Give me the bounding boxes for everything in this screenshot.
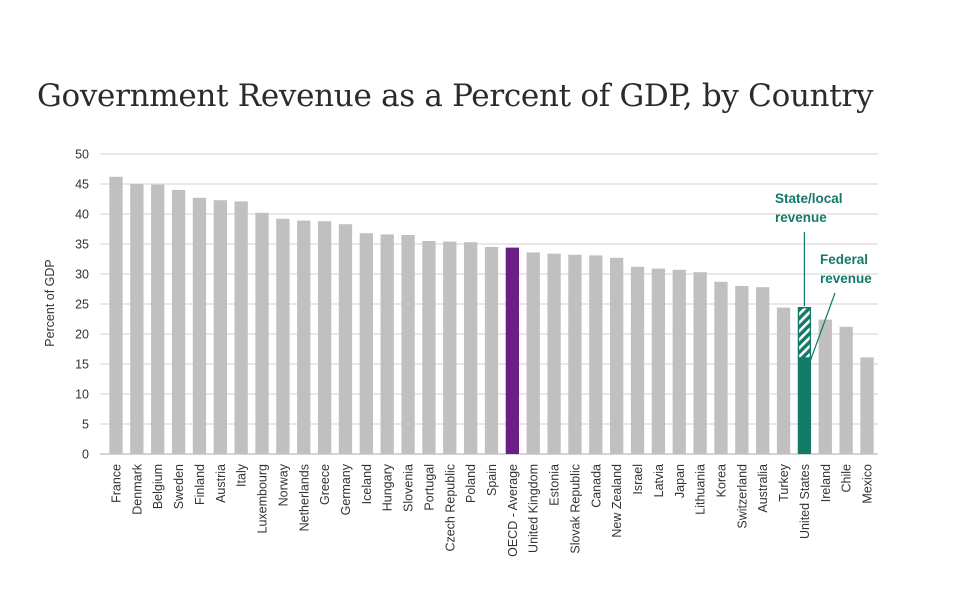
x-category-label: New Zealand (610, 464, 624, 538)
x-category-label: Latvia (652, 464, 666, 497)
x-category-label: Netherlands (297, 464, 311, 531)
bar-norway (276, 218, 290, 454)
bar-denmark (130, 184, 144, 454)
bar-sweden (171, 190, 186, 454)
chart-title: Government Revenue as a Percent of GDP, … (37, 78, 874, 114)
bar-australia (756, 287, 770, 454)
x-category-label: Slovak Republic (568, 464, 582, 554)
x-category-label: Israel (631, 464, 645, 495)
bar-finland (192, 197, 207, 455)
bar-ireland (818, 319, 832, 454)
bar-korea (714, 281, 728, 454)
bar-germany (338, 224, 353, 454)
x-category-label: Korea (714, 464, 728, 497)
bar-new-zealand (610, 257, 624, 454)
x-category-label: United Kingdom (527, 464, 541, 553)
bar-turkey (776, 307, 791, 454)
y-tick-label: 20 (75, 328, 89, 342)
bar-oecd-average (505, 247, 520, 454)
x-category-label: Portugal (422, 464, 436, 511)
bar-greece (317, 221, 332, 454)
x-category-label: Finland (193, 464, 207, 505)
y-axis-label: Percent of GDP (43, 259, 57, 347)
bar-spain (484, 247, 499, 454)
x-category-labels: France Denmark Belgium Sweden Finland Austria… (110, 463, 875, 557)
bars (109, 176, 874, 455)
y-tick-label: 15 (75, 358, 89, 372)
x-category-label: OECD - Average (506, 464, 520, 557)
x-category-label: Mexico (861, 464, 875, 504)
bar-iceland (359, 233, 373, 454)
bar-united-states-state-local (797, 307, 812, 359)
bar-belgium (151, 184, 165, 454)
x-category-label: Ireland (819, 464, 833, 502)
bar-slovak-republic (568, 254, 582, 454)
annotation-leader-line (807, 292, 836, 367)
x-category-label: Chile (840, 464, 854, 493)
x-category-label: Belgium (151, 464, 165, 509)
bar-slovenia (401, 235, 415, 454)
y-tick-label: 35 (75, 238, 89, 252)
x-category-label: Estonia (548, 464, 562, 506)
bar-canada (589, 255, 603, 454)
bar-hungary (380, 234, 394, 454)
y-tick-labels: 0 5 10 15 20 25 30 35 40 45 50 (75, 148, 89, 462)
y-tick-label: 50 (75, 148, 89, 162)
bar-chile (839, 326, 853, 454)
x-category-label: Germany (339, 463, 353, 515)
bar-united-states-federal (797, 358, 812, 454)
x-category-label: Greece (318, 464, 332, 505)
y-tick-label: 5 (82, 418, 89, 432)
bar-austria (213, 200, 227, 454)
x-category-label: Hungary (381, 463, 395, 511)
bar-japan (672, 269, 686, 454)
x-category-label: Switzerland (735, 464, 749, 529)
annotation-federal-revenue: Federal revenue (820, 252, 872, 286)
y-tick-label: 0 (82, 448, 89, 462)
bar-netherlands (297, 220, 311, 454)
bar-switzerland (735, 286, 749, 454)
bar-latvia (651, 268, 666, 454)
x-category-label: Czech Republic (443, 464, 457, 552)
x-category-label: Sweden (172, 464, 186, 509)
bar-estonia (547, 253, 561, 454)
y-tick-label: 40 (75, 208, 89, 222)
x-category-label: Norway (276, 463, 290, 506)
x-category-label: Austria (214, 464, 228, 503)
bar-france (109, 176, 123, 455)
x-category-label: Spain (485, 464, 499, 496)
annotations: State/local revenue Federal revenue (775, 191, 872, 367)
bar-luxembourg (255, 212, 269, 454)
x-category-label: Turkey (777, 463, 791, 501)
x-category-label: France (110, 464, 124, 503)
bar-israel (630, 266, 645, 454)
y-tick-label: 25 (75, 298, 89, 312)
y-tick-label: 10 (75, 388, 89, 402)
x-category-label: Iceland (360, 464, 374, 504)
bar-united-kingdom (526, 252, 540, 454)
x-category-label: Slovenia (402, 464, 416, 512)
x-category-label: Denmark (130, 463, 144, 514)
x-category-label: Poland (464, 464, 478, 503)
bar-italy (234, 201, 248, 454)
bar-lithuania (693, 272, 707, 454)
y-tick-label: 30 (75, 268, 89, 282)
x-category-label: Lithuania (694, 464, 708, 515)
x-category-label: Luxembourg (256, 464, 270, 534)
annotation-state-local-revenue: State/local revenue (775, 191, 843, 225)
bar-mexico (860, 357, 874, 454)
x-category-label: Australia (756, 464, 770, 513)
y-tick-label: 45 (75, 178, 89, 192)
x-category-label: Canada (589, 464, 603, 508)
bar-portugal (422, 241, 436, 454)
x-category-label: Italy (235, 463, 249, 487)
x-category-label: Japan (673, 464, 687, 498)
x-category-label: United States (798, 464, 812, 539)
bar-czech-republic (443, 241, 457, 454)
bar-poland (463, 242, 478, 454)
